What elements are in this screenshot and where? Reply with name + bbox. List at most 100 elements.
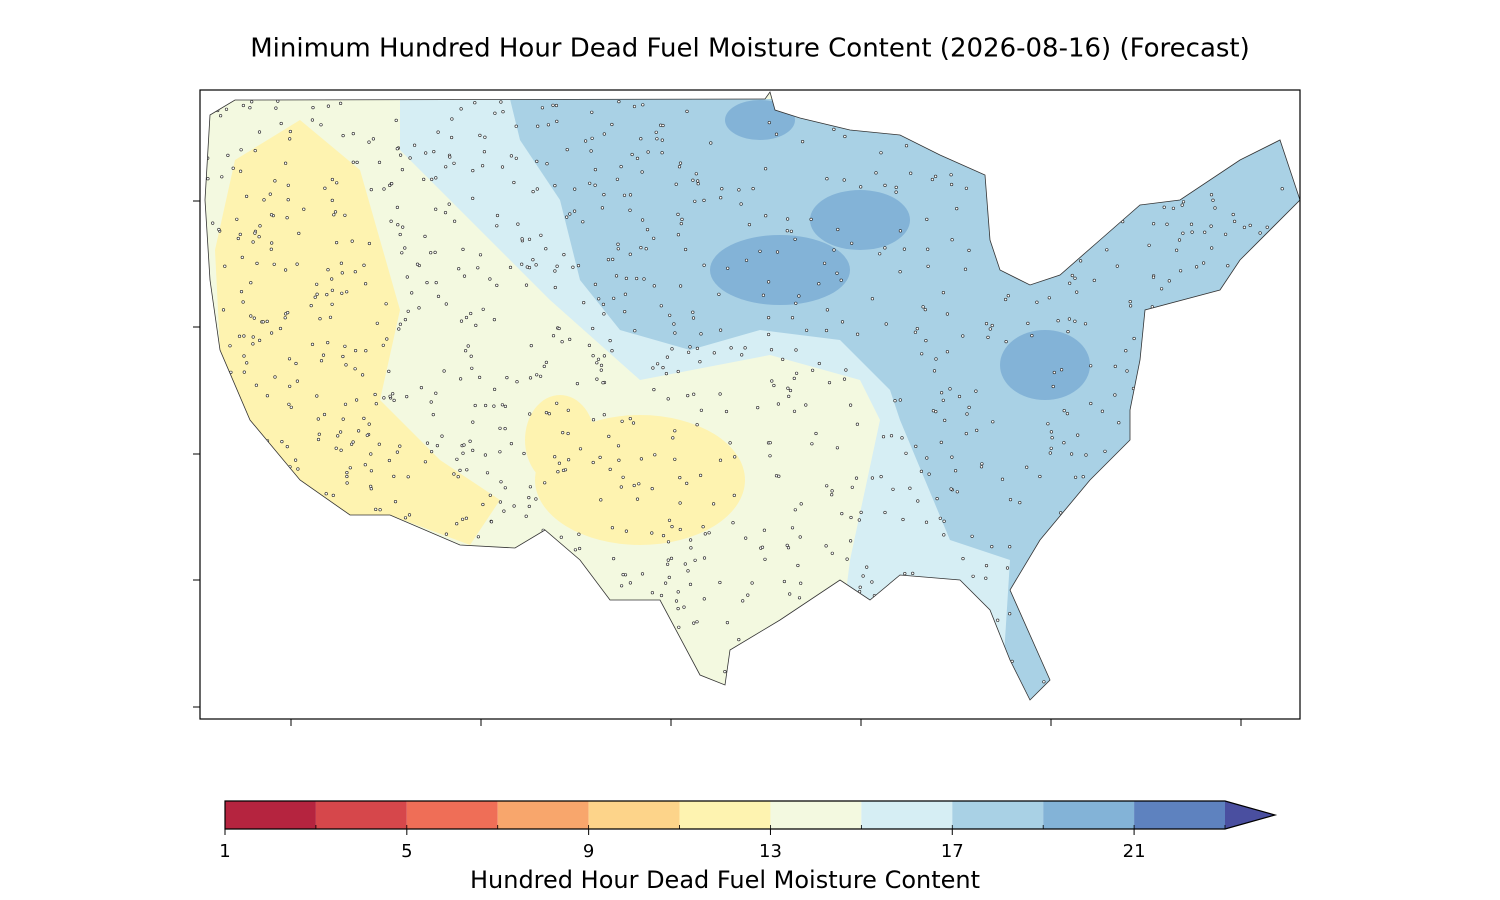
station <box>221 308 226 312</box>
station <box>616 247 620 251</box>
station <box>382 187 386 191</box>
station <box>590 110 594 114</box>
station <box>1083 322 1088 326</box>
station <box>630 152 634 157</box>
station <box>239 169 243 173</box>
station <box>571 265 575 269</box>
station <box>573 187 577 191</box>
station <box>634 276 639 281</box>
station <box>410 291 414 295</box>
station <box>1280 187 1284 191</box>
station <box>568 212 572 216</box>
station <box>655 362 660 366</box>
station <box>793 237 797 241</box>
station <box>367 140 371 144</box>
station <box>593 282 598 287</box>
station <box>1210 246 1214 250</box>
station <box>295 379 300 383</box>
station <box>355 160 359 164</box>
station <box>488 493 492 497</box>
station <box>908 486 912 490</box>
station <box>253 149 257 153</box>
station <box>339 448 343 452</box>
station <box>1132 336 1136 341</box>
station <box>608 467 612 472</box>
station <box>237 334 242 338</box>
station <box>610 526 615 530</box>
station <box>775 250 780 254</box>
station <box>938 516 942 520</box>
station <box>653 453 657 457</box>
station <box>980 462 984 466</box>
station <box>800 140 805 144</box>
station <box>996 618 1000 622</box>
colorbar-tick-label: 1 <box>219 841 230 862</box>
station <box>447 202 451 206</box>
station <box>825 308 830 312</box>
station <box>1231 212 1235 217</box>
station <box>920 352 924 356</box>
station <box>322 412 327 417</box>
station <box>288 137 292 141</box>
station <box>269 247 273 251</box>
station <box>1051 384 1055 389</box>
station <box>279 121 283 126</box>
station <box>239 148 243 152</box>
station <box>465 468 469 472</box>
station <box>677 625 681 629</box>
station <box>766 332 771 337</box>
station <box>701 525 705 529</box>
station <box>385 337 389 341</box>
station <box>315 394 319 398</box>
station <box>792 376 796 381</box>
station <box>595 361 599 365</box>
map-frame <box>199 89 1301 720</box>
station <box>323 186 327 190</box>
station <box>848 403 853 407</box>
station <box>767 120 771 125</box>
station <box>295 262 299 266</box>
station <box>695 620 699 624</box>
station <box>692 621 696 625</box>
colorbar-bin <box>952 801 1044 829</box>
station <box>743 346 747 350</box>
station <box>640 572 645 576</box>
station <box>916 499 920 503</box>
station <box>566 431 570 436</box>
station <box>546 123 551 127</box>
station <box>683 247 688 252</box>
station <box>652 388 656 392</box>
station <box>925 456 929 460</box>
station <box>223 264 227 268</box>
station <box>508 265 513 270</box>
station <box>1226 264 1230 268</box>
station <box>316 417 320 421</box>
station <box>544 411 549 415</box>
station <box>381 343 385 347</box>
station <box>450 117 454 121</box>
station <box>1213 206 1217 210</box>
station <box>874 171 878 175</box>
station <box>883 246 887 250</box>
station <box>792 409 797 413</box>
station <box>469 354 473 358</box>
station <box>610 122 614 127</box>
station <box>859 510 863 515</box>
station <box>639 137 643 141</box>
station <box>423 460 428 464</box>
country-outline <box>204 91 1301 701</box>
station <box>351 132 355 136</box>
station <box>723 669 727 674</box>
station <box>961 556 965 561</box>
station <box>844 368 848 372</box>
station <box>399 153 403 157</box>
station <box>804 403 808 407</box>
station <box>925 217 929 221</box>
station <box>556 470 560 474</box>
station <box>1117 421 1121 425</box>
station <box>858 585 862 589</box>
station <box>678 161 683 165</box>
station <box>965 412 969 416</box>
station <box>476 535 481 539</box>
station <box>848 539 853 543</box>
